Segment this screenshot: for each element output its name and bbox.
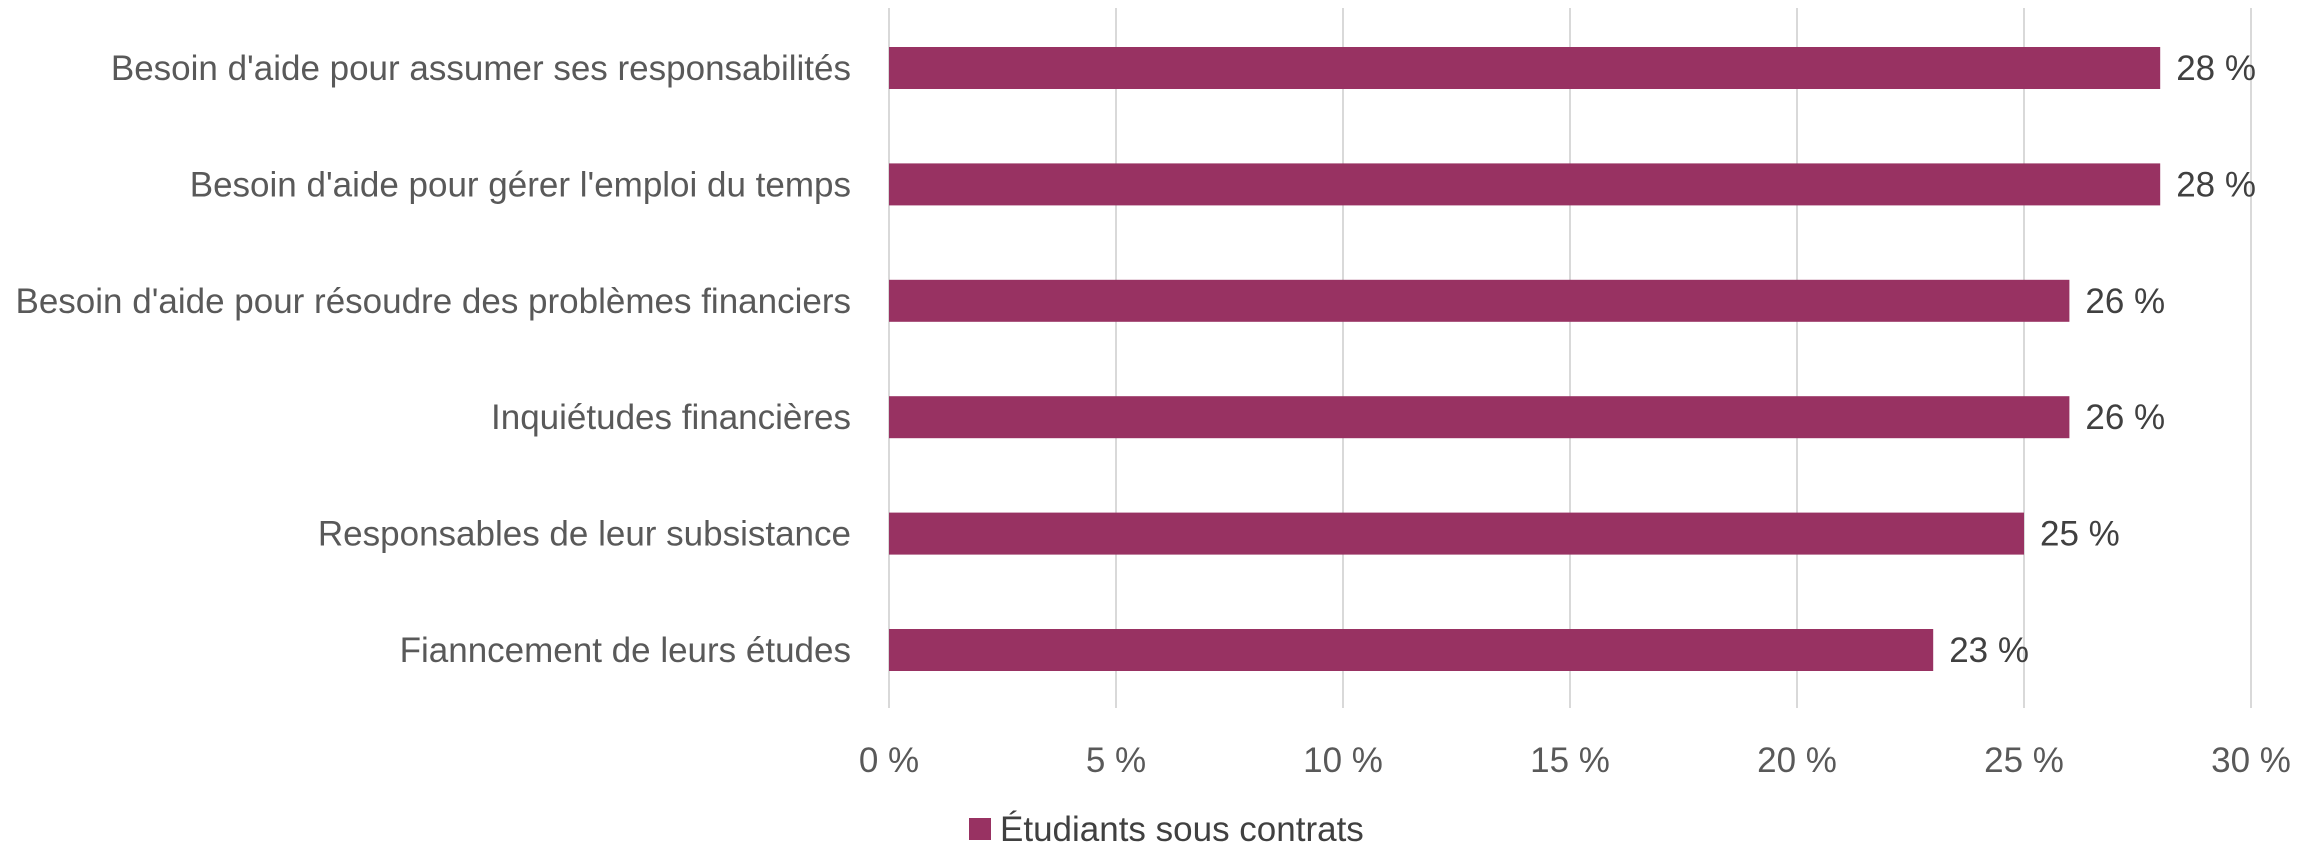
- data-label: 28 %: [2176, 165, 2256, 204]
- x-tick-label: 0 %: [859, 741, 919, 780]
- data-labels: 28 % 28 % 26 % 26 % 25 % 23 %: [1949, 49, 2256, 670]
- data-label: 25 %: [2040, 515, 2120, 554]
- x-axis-tick-labels: 0 % 5 % 10 % 15 % 20 % 25 % 30 %: [859, 741, 2291, 780]
- data-label: 26 %: [2085, 398, 2165, 437]
- bar: [889, 279, 2070, 322]
- category-labels: Besoin d'aide pour assumer ses responsab…: [15, 49, 851, 670]
- x-tick-label: 15 %: [1530, 741, 1610, 780]
- category-label: Besoin d'aide pour gérer l'emploi du tem…: [190, 165, 851, 204]
- x-tick-label: 5 %: [1086, 741, 1146, 780]
- bar: [889, 512, 2024, 555]
- x-tick-label: 10 %: [1303, 741, 1383, 780]
- bar: [889, 629, 1934, 671]
- category-label: Besoin d'aide pour assumer ses responsab…: [111, 49, 851, 88]
- legend-label: Étudiants sous contrats: [1000, 810, 1364, 846]
- bar: [889, 396, 2070, 439]
- legend: Étudiants sous contrats: [969, 810, 1364, 846]
- data-label: 26 %: [2085, 282, 2165, 321]
- bar: [889, 163, 2161, 206]
- category-label: Besoin d'aide pour résoudre des problème…: [15, 282, 851, 321]
- legend-swatch: [969, 818, 991, 840]
- data-label: 23 %: [1949, 631, 2029, 670]
- x-tick-label: 20 %: [1757, 741, 1837, 780]
- data-label: 28 %: [2176, 49, 2256, 88]
- gridlines: [888, 8, 2252, 708]
- x-tick-label: 25 %: [1984, 741, 2064, 780]
- bars: [889, 47, 2161, 671]
- category-label: Responsables de leur subsistance: [318, 515, 851, 554]
- category-label: Inquiétudes financières: [491, 398, 851, 437]
- bar: [889, 47, 2161, 89]
- x-tick-label: 30 %: [2211, 741, 2291, 780]
- category-label: Fianncement de leurs études: [400, 631, 851, 670]
